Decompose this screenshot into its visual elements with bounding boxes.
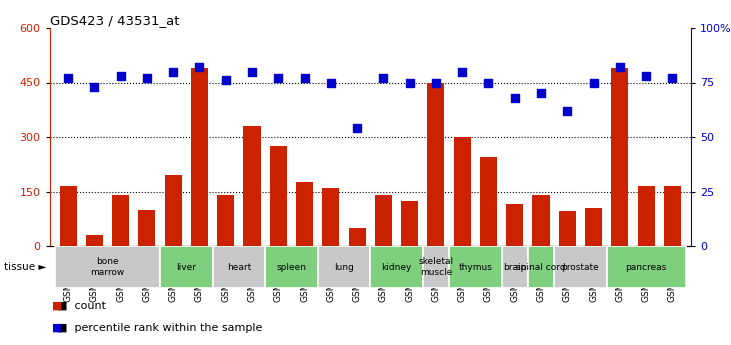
Bar (164, 175, 182, 246)
Bar (637, 186, 655, 246)
Text: thymus: thymus (458, 263, 492, 272)
Point (141, 75, 153, 81)
Bar (86, 235, 103, 246)
Point (115, 73, 126, 79)
Point (167, 69, 179, 75)
Point (273, 75, 284, 81)
Bar (423, 246, 449, 288)
Text: ■  count: ■ count (50, 301, 106, 311)
Bar (454, 137, 471, 246)
Bar (528, 246, 554, 288)
Bar (370, 246, 423, 288)
Bar (585, 208, 602, 246)
Text: pancreas: pancreas (626, 263, 667, 272)
Bar (532, 195, 550, 246)
Bar (349, 228, 366, 246)
Bar (554, 246, 607, 288)
Bar (160, 246, 213, 288)
Point (404, 80, 415, 85)
Bar (401, 200, 418, 246)
Point (62, 75, 74, 81)
Bar (270, 146, 287, 246)
Point (352, 126, 363, 131)
Bar (217, 195, 234, 246)
Text: tissue ►: tissue ► (4, 262, 46, 272)
Bar (191, 68, 208, 246)
Text: spleen: spleen (276, 263, 306, 272)
Bar (501, 246, 528, 288)
Point (377, 75, 389, 81)
Point (614, 65, 626, 70)
Bar (296, 183, 313, 246)
Bar (318, 246, 370, 288)
Point (299, 75, 311, 81)
Bar (55, 246, 160, 288)
Point (456, 69, 468, 75)
Point (509, 95, 520, 100)
Bar (507, 204, 523, 246)
Point (640, 73, 652, 79)
Text: spinal cord: spinal cord (516, 263, 566, 272)
Text: brain: brain (503, 263, 526, 272)
Point (430, 80, 442, 85)
Text: prostate: prostate (561, 263, 599, 272)
Text: bone
marrow: bone marrow (91, 257, 125, 277)
Text: kidney: kidney (382, 263, 412, 272)
Text: liver: liver (176, 263, 197, 272)
Point (588, 80, 599, 85)
Point (561, 108, 573, 114)
Point (88, 84, 100, 90)
Point (194, 65, 205, 70)
Point (246, 69, 258, 75)
Bar (428, 82, 444, 246)
Bar (59, 186, 77, 246)
Text: heart: heart (227, 263, 251, 272)
Text: ■  percentile rank within the sample: ■ percentile rank within the sample (50, 323, 262, 333)
Point (667, 75, 678, 81)
Point (535, 91, 547, 96)
Point (220, 78, 232, 83)
Bar (112, 195, 129, 246)
Bar (243, 126, 260, 246)
Bar (664, 186, 681, 246)
Bar (449, 246, 501, 288)
Bar (558, 211, 576, 246)
Bar (265, 246, 318, 288)
Point (482, 80, 494, 85)
Text: GDS423 / 43531_at: GDS423 / 43531_at (50, 14, 179, 27)
Bar (322, 188, 339, 246)
Bar (480, 157, 497, 246)
Bar (213, 246, 265, 288)
Text: ■: ■ (52, 301, 62, 311)
Bar (611, 68, 629, 246)
Text: skeletal
muscle: skeletal muscle (418, 257, 453, 277)
Point (325, 80, 337, 85)
Text: ■: ■ (52, 323, 62, 333)
Bar (607, 246, 686, 288)
Text: lung: lung (334, 263, 354, 272)
Bar (375, 195, 392, 246)
Bar (138, 210, 156, 246)
